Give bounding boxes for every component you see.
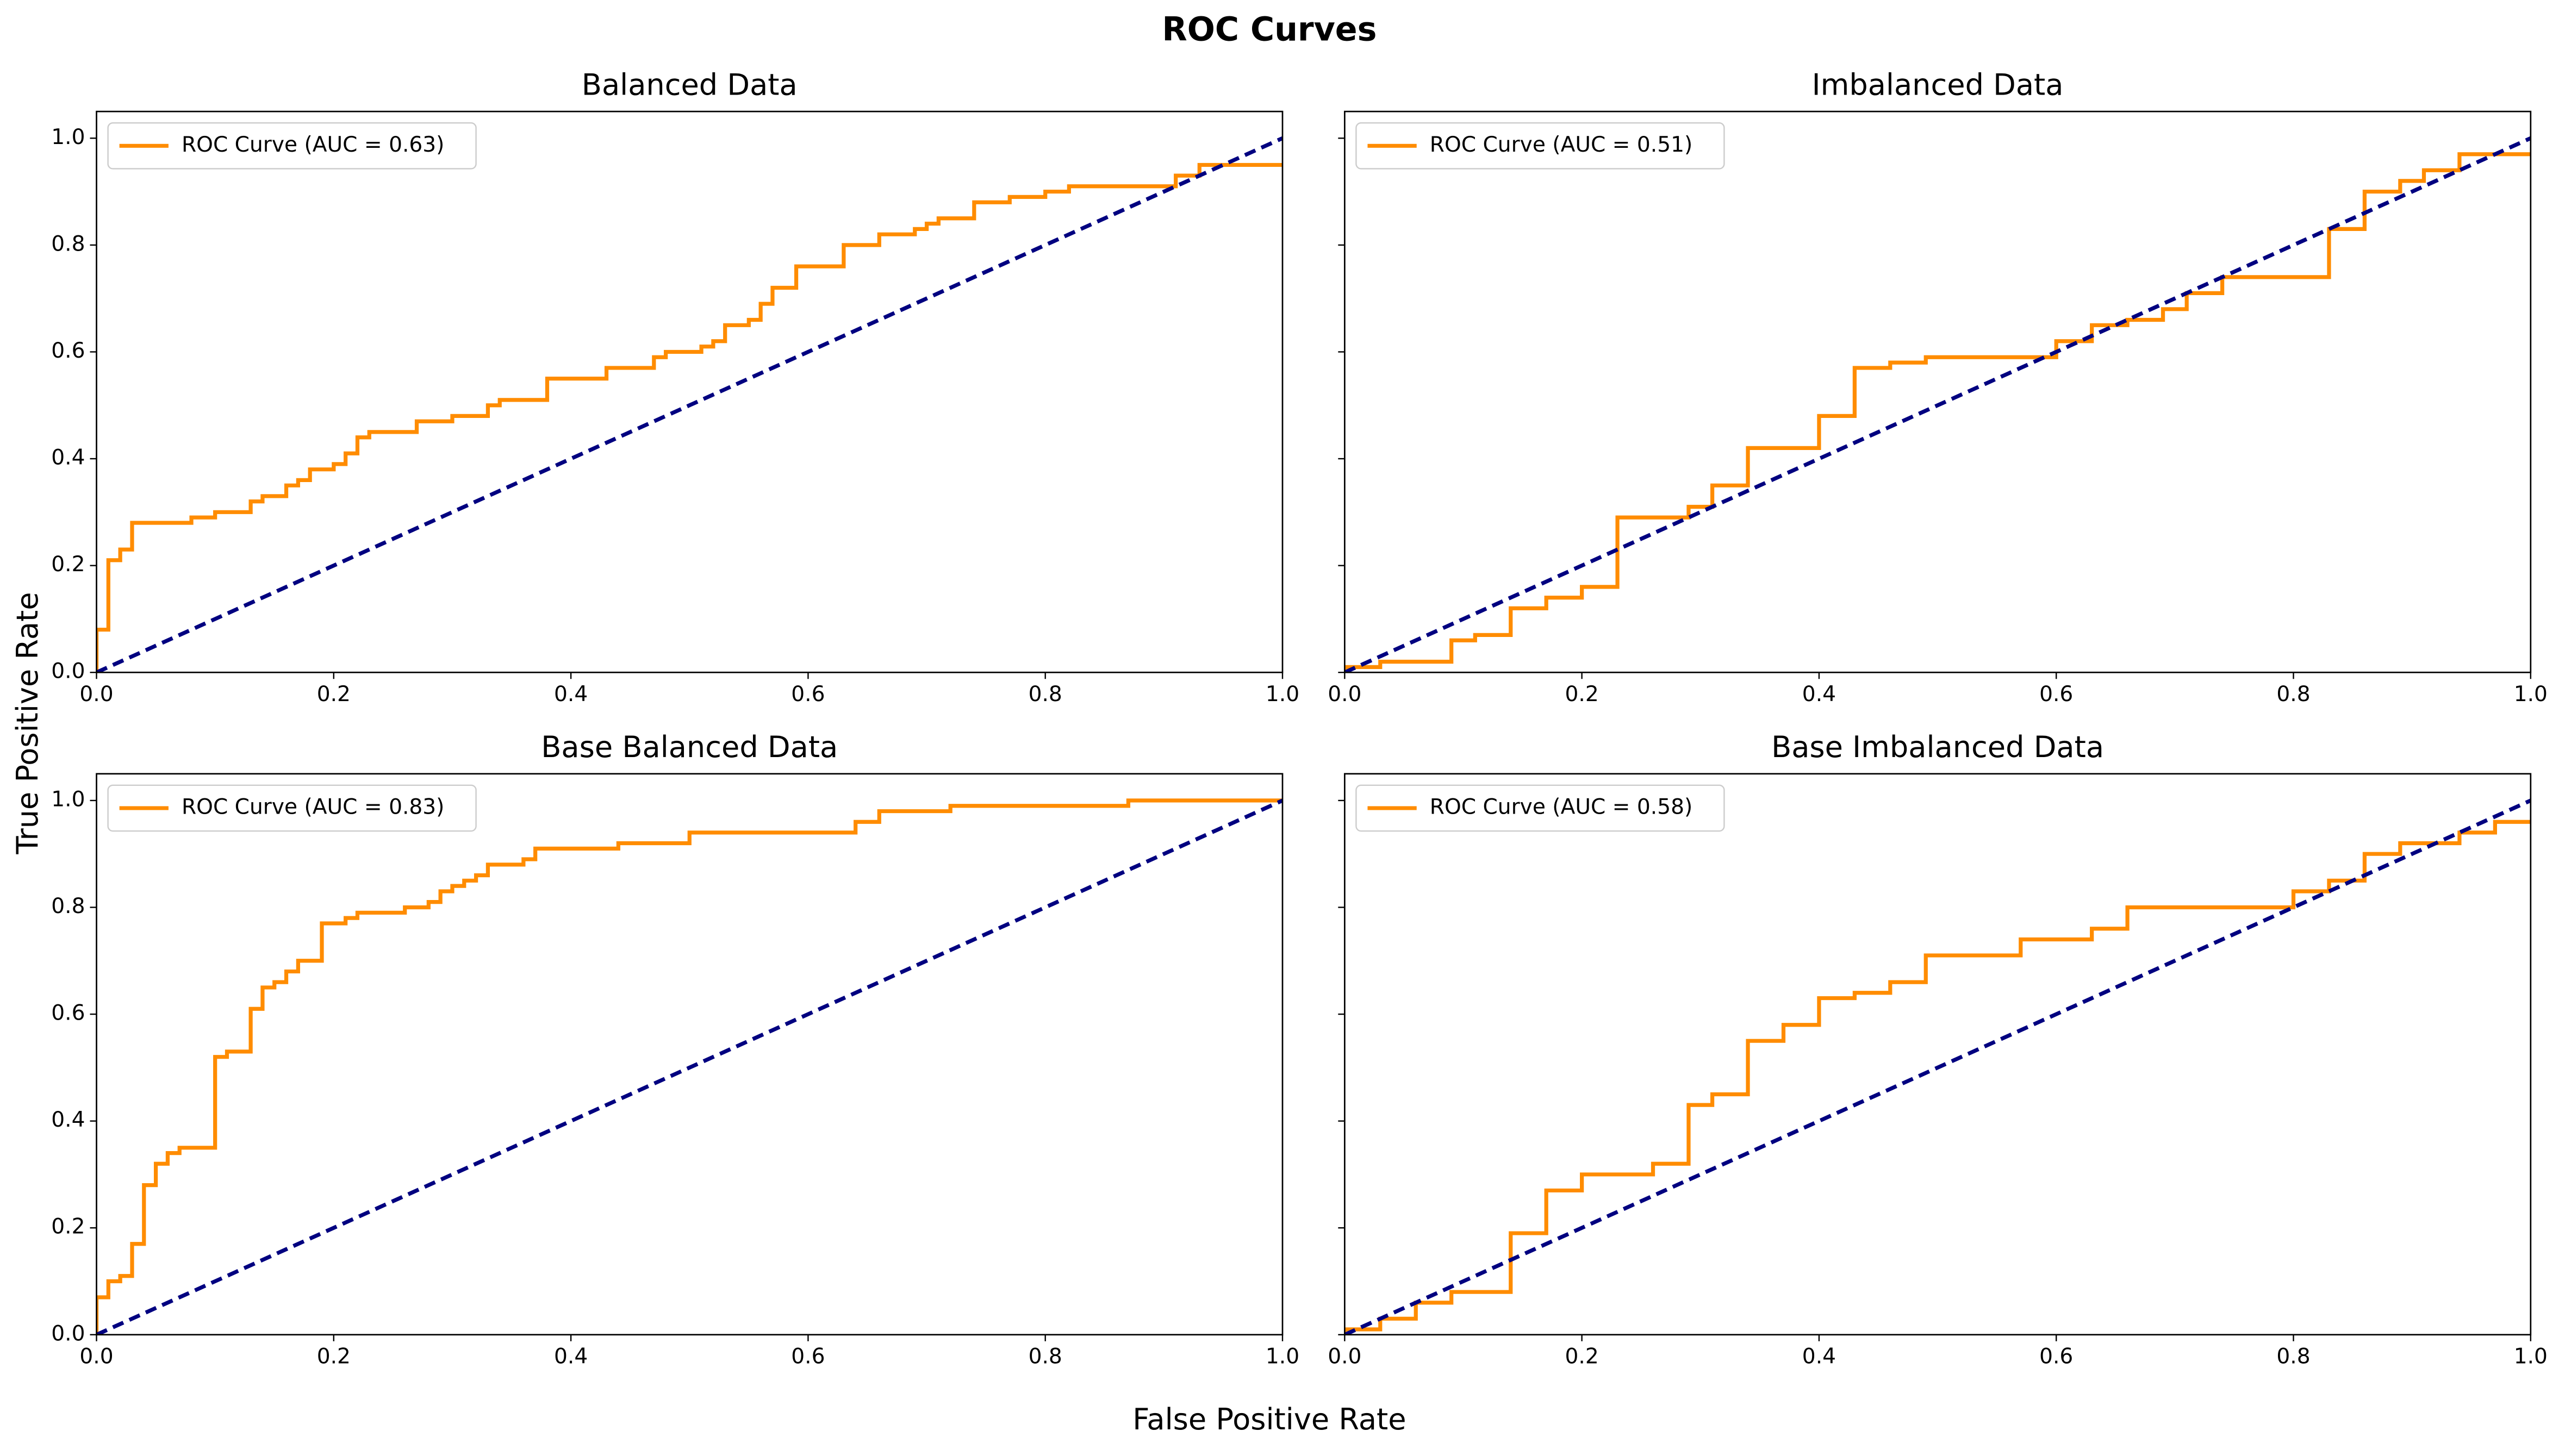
legend-label: ROC Curve (AUC = 0.58): [1430, 795, 1692, 819]
x-tick-label: 0.0: [79, 682, 113, 707]
subplot-title: Imbalanced Data: [1812, 68, 2064, 102]
y-tick-label: 0.0: [51, 659, 85, 684]
x-axis-label: False Positive Rate: [1132, 1402, 1406, 1436]
y-tick-label: 0.0: [51, 1321, 85, 1346]
legend-label: ROC Curve (AUC = 0.51): [1430, 133, 1692, 157]
x-tick-label: 1.0: [2514, 682, 2548, 707]
axes-frame: [96, 773, 1284, 1336]
x-tick-label: 0.8: [2276, 1344, 2310, 1368]
x-tick-label: 0.2: [317, 682, 351, 707]
x-tick-label: 0.6: [2039, 1344, 2073, 1368]
roc-line: [96, 136, 1282, 673]
x-tick-label: 1.0: [1266, 682, 1299, 707]
legend-box: [107, 122, 477, 170]
subplot-title: Base Imbalanced Data: [1771, 730, 2104, 764]
subplot: Base Balanced Data 0.0 0.2 0.4 0.6 0.8 1.0 0.0 0…: [51, 730, 1299, 1368]
x-tick-label: 0.4: [1802, 682, 1836, 707]
x-tick-label: 0.8: [2276, 682, 2310, 707]
figure-title: ROC Curves: [1162, 10, 1377, 48]
axes-frame: [96, 110, 1284, 673]
y-tick-label: 1.0: [51, 125, 85, 149]
y-tick-label: 0.2: [51, 1215, 85, 1239]
legend-box: [1355, 784, 1725, 832]
legend-box: [1355, 122, 1725, 170]
y-tick-label: 0.4: [51, 1108, 85, 1132]
y-tick-label: 0.6: [51, 339, 85, 363]
y-tick-label: 0.6: [51, 1001, 85, 1026]
roc-line: [96, 798, 1282, 1335]
x-tick-label: 0.6: [791, 682, 825, 707]
subplot-title: Balanced Data: [582, 68, 798, 102]
y-tick-label: 0.8: [51, 894, 85, 918]
y-tick-label: 0.2: [51, 552, 85, 577]
y-tick-label: 0.8: [51, 232, 85, 256]
legend-label: ROC Curve (AUC = 0.83): [182, 795, 444, 819]
roc-line: [96, 163, 1282, 673]
y-tick-label: 0.4: [51, 446, 85, 470]
x-tick-label: 0.6: [2039, 682, 2073, 707]
roc-line: [1344, 152, 2531, 673]
axes-frame: [1343, 110, 2532, 673]
x-tick-label: 0.2: [317, 1344, 351, 1368]
x-tick-label: 0.0: [1328, 682, 1361, 707]
x-tick-label: 1.0: [2514, 1344, 2548, 1368]
subplot: Balanced Data 0.0 0.2 0.4 0.6 0.8 1.0 0.0 0.2 0.4…: [51, 68, 1299, 707]
x-tick-label: 0.4: [554, 682, 588, 707]
x-tick-label: 1.0: [1266, 1344, 1299, 1368]
y-axis-label: True Positive Rate: [10, 592, 45, 854]
x-tick-label: 0.8: [1029, 1344, 1062, 1368]
roc-line: [96, 798, 1282, 1335]
x-tick-label: 0.0: [1328, 1344, 1361, 1368]
subplot: Base Imbalanced Data 0.0 0.2 0.4 0.6 0.8 1.0 RO…: [1328, 730, 2548, 1368]
x-tick-label: 0.6: [791, 1344, 825, 1368]
roc-line: [1344, 798, 2531, 1335]
legend-box: [107, 784, 477, 832]
x-tick-label: 0.8: [1029, 682, 1062, 707]
x-tick-label: 0.4: [554, 1344, 588, 1368]
roc-line: [1344, 136, 2531, 673]
x-tick-label: 0.0: [79, 1344, 113, 1368]
y-tick-label: 1.0: [51, 787, 85, 811]
subplot-title: Base Balanced Data: [541, 730, 838, 764]
x-tick-label: 0.2: [1565, 682, 1599, 707]
x-tick-label: 0.4: [1802, 1344, 1836, 1368]
axes-frame: [1343, 773, 2532, 1336]
subplot: Imbalanced Data 0.0 0.2 0.4 0.6 0.8 1.0 ROC Cur…: [1328, 68, 2548, 707]
x-tick-label: 0.2: [1565, 1344, 1599, 1368]
legend-label: ROC Curve (AUC = 0.63): [182, 133, 444, 157]
